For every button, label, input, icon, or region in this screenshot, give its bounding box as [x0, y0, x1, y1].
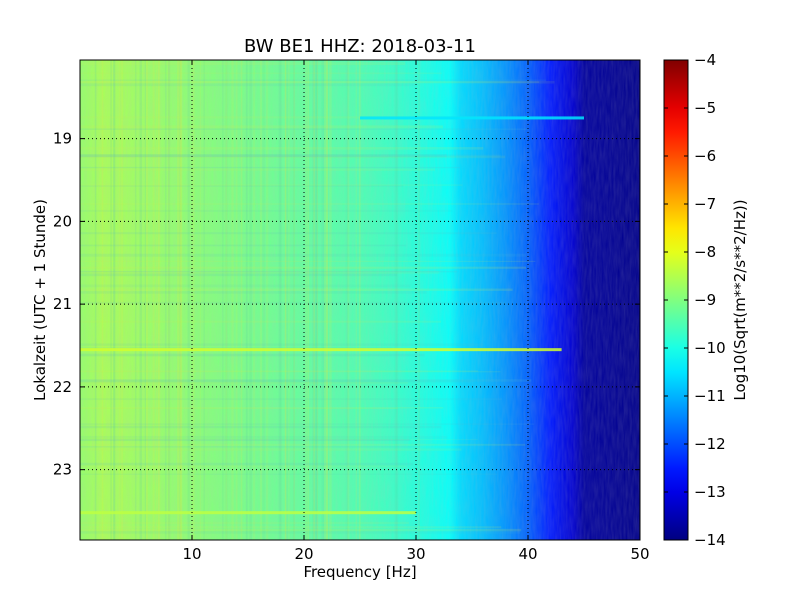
- colorbar-tick-label: −5: [694, 99, 716, 117]
- colorbar-tick-label: −9: [694, 291, 716, 309]
- y-tick-label: 22: [53, 378, 72, 396]
- colorbar-tick-label: −8: [694, 243, 716, 261]
- spectral-events: [80, 116, 584, 515]
- colorbar-tick-label: −13: [694, 483, 726, 501]
- event-line: [80, 511, 416, 515]
- event-line: [80, 348, 562, 352]
- colorbar-tick-label: −7: [694, 195, 716, 213]
- grid-lines: [80, 60, 640, 540]
- y-axis: 19 20 21 22 23: [53, 130, 640, 479]
- y-tick-label: 23: [53, 461, 72, 479]
- x-tick-label: 20: [294, 545, 313, 563]
- colorbar-tick-label: −10: [694, 339, 726, 357]
- y-tick-label: 21: [53, 295, 72, 313]
- colorbar-ticks: −4 −5 −6 −7 −8 −9 −10 −11 −12 −13 −14: [664, 51, 726, 549]
- y-tick-label: 20: [53, 212, 72, 230]
- x-tick-label: 50: [630, 545, 649, 563]
- colorbar-tick-label: −11: [694, 387, 726, 405]
- y-axis-label: Lokalzeit (UTC + 1 Stunde): [31, 199, 49, 401]
- event-line: [360, 116, 584, 120]
- x-tick-label: 40: [518, 545, 537, 563]
- colorbar-label: Log10(Sqrt(m**2/s**2/Hz)): [731, 199, 749, 400]
- colorbar-tick-label: −12: [694, 435, 726, 453]
- plot-area: [80, 60, 640, 540]
- plot-frame: [79, 59, 641, 541]
- colorbar-tick-label: −4: [694, 51, 716, 69]
- x-axis: 10 20 30 40 50: [182, 60, 650, 563]
- x-tick-label: 30: [406, 545, 425, 563]
- y-tick-label: 19: [53, 130, 72, 148]
- colorbar: −4 −5 −6 −7 −8 −9 −10 −11 −12 −13 −14 Log10(Sqrt(m…: [663, 51, 749, 549]
- colorbar-tick-label: −14: [694, 531, 726, 549]
- x-axis-label: Frequency [Hz]: [303, 563, 416, 581]
- colorbar-tick-label: −6: [694, 147, 716, 165]
- x-tick-label: 10: [182, 545, 201, 563]
- spectrogram-noise: [80, 60, 640, 540]
- chart-title: BW BE1 HHZ: 2018-03-11: [244, 36, 476, 57]
